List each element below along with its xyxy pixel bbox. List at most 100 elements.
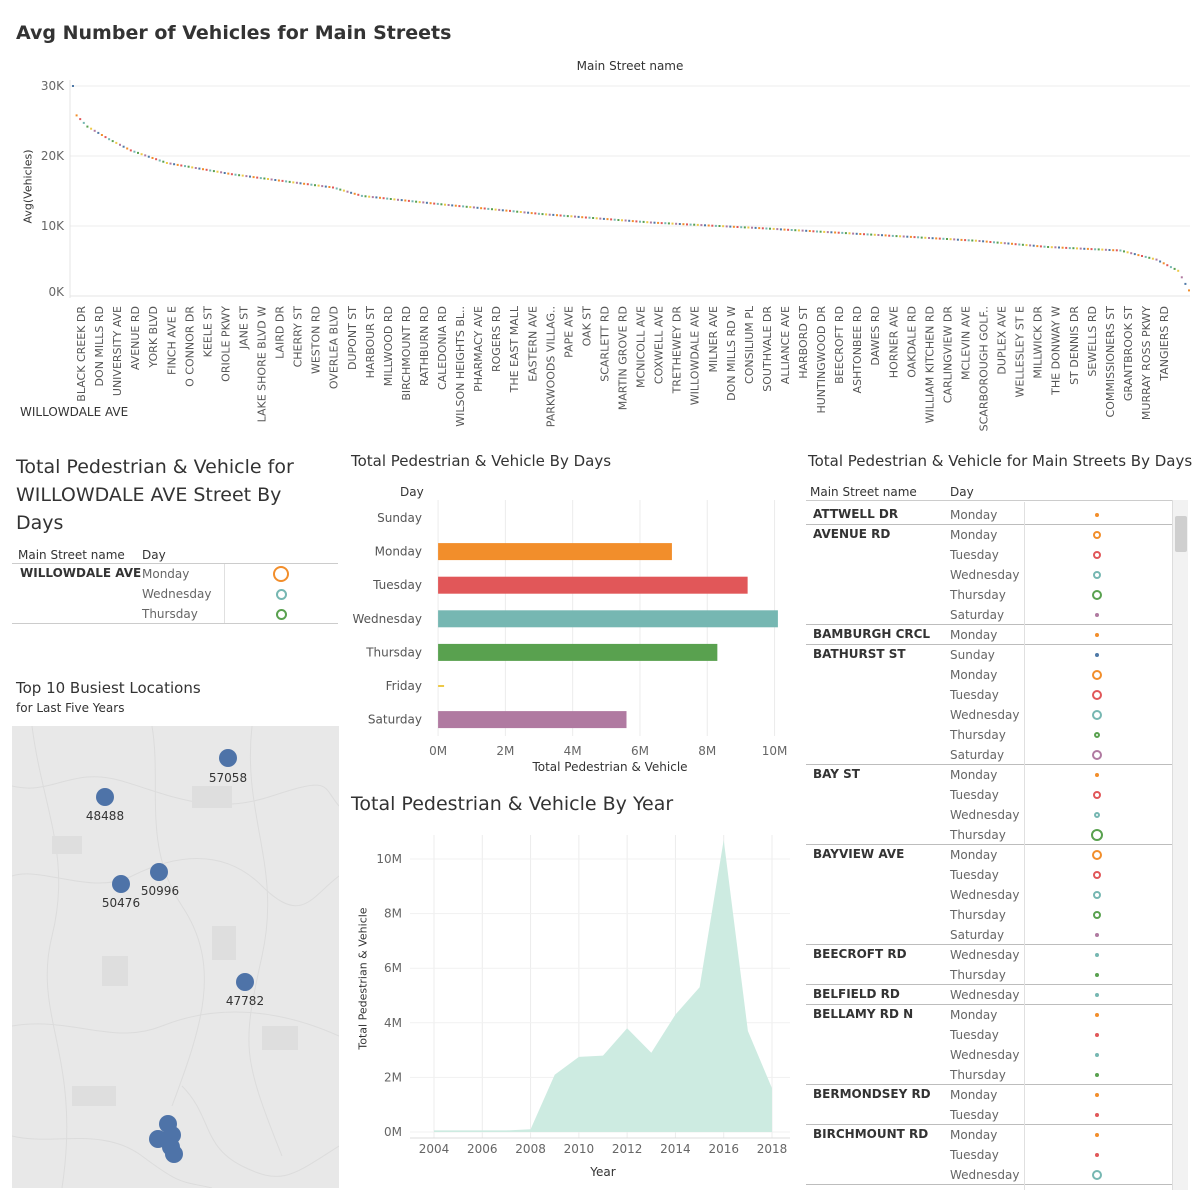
avg-vehicles-point[interactable] — [198, 167, 201, 170]
avg-vehicles-point[interactable] — [1079, 247, 1082, 250]
street-day-marker[interactable] — [1093, 871, 1101, 879]
avg-vehicles-point[interactable] — [859, 233, 862, 235]
avg-vehicles-point[interactable] — [1054, 246, 1057, 249]
avg-vehicles-point[interactable] — [1065, 246, 1068, 249]
days-chart-bars[interactable] — [438, 543, 778, 729]
avg-vehicles-point[interactable] — [1173, 267, 1176, 270]
avg-vehicles-point[interactable] — [72, 85, 74, 87]
streets-table-scrollbar[interactable] — [1172, 500, 1188, 1190]
map-points[interactable] — [96, 749, 254, 1163]
street-day-marker[interactable] — [1094, 812, 1100, 818]
avg-vehicles-point[interactable] — [180, 164, 183, 167]
avg-vehicles-point[interactable] — [974, 239, 977, 242]
street-day-marker[interactable] — [1095, 933, 1099, 937]
avg-vehicles-point[interactable] — [1108, 249, 1111, 251]
avg-vehicles-point[interactable] — [169, 162, 172, 165]
avg-vehicles-point[interactable] — [1169, 266, 1172, 269]
avg-vehicles-point[interactable] — [985, 240, 988, 243]
avg-vehicles-point[interactable] — [433, 202, 436, 205]
avg-vehicles-point[interactable] — [1083, 247, 1086, 250]
avg-vehicles-point[interactable] — [158, 159, 161, 162]
avg-vehicles-point[interactable] — [1018, 243, 1021, 246]
avg-vehicles-point[interactable] — [400, 199, 403, 202]
avg-vehicles-point[interactable] — [339, 188, 342, 191]
avg-vehicles-point[interactable] — [978, 240, 981, 242]
avg-vehicles-point[interactable] — [379, 196, 381, 199]
avg-vehicles-point[interactable] — [223, 172, 226, 174]
street-day-marker[interactable] — [1095, 513, 1099, 517]
avg-vehicles-point[interactable] — [97, 131, 100, 134]
avg-vehicles-point[interactable] — [342, 189, 345, 192]
avg-vehicles-point[interactable] — [259, 177, 262, 180]
street-day-marker[interactable] — [1095, 1073, 1099, 1077]
avg-vehicles-point[interactable] — [577, 215, 580, 218]
avg-vehicles-point[interactable] — [371, 196, 374, 199]
avg-vehicles-point[interactable] — [165, 162, 168, 164]
avg-vehicles-point[interactable] — [314, 184, 316, 187]
avg-vehicles-point[interactable] — [556, 214, 558, 217]
avg-vehicles-point[interactable] — [90, 127, 93, 130]
avg-vehicles-point[interactable] — [563, 214, 566, 217]
avg-vehicles-point[interactable] — [906, 235, 909, 238]
avg-vehicles-point[interactable] — [834, 231, 837, 234]
avg-vehicles-point[interactable] — [584, 216, 587, 219]
avg-vehicles-point[interactable] — [205, 168, 208, 171]
avg-vehicles-point[interactable] — [1166, 264, 1169, 267]
avg-vehicles-point[interactable] — [653, 221, 656, 224]
avg-vehicles-point[interactable] — [212, 170, 215, 173]
avg-vehicles-point[interactable] — [1068, 247, 1071, 250]
avg-vehicles-point[interactable] — [595, 217, 598, 220]
avg-vehicles-point[interactable] — [729, 225, 732, 228]
street-day-marker[interactable] — [1095, 653, 1099, 657]
avg-vehicles-point[interactable] — [209, 169, 212, 172]
street-day-marker[interactable] — [1093, 791, 1101, 799]
avg-vehicles-point[interactable] — [606, 218, 609, 221]
street-day-marker[interactable] — [1095, 1113, 1099, 1117]
avg-vehicles-point[interactable] — [548, 213, 551, 216]
avg-vehicles-point[interactable] — [1011, 242, 1013, 245]
avg-vehicles-point[interactable] — [386, 197, 389, 200]
avg-vehicles-point[interactable] — [884, 234, 887, 237]
avg-vehicles-point[interactable] — [364, 195, 367, 198]
avg-vehicles-point[interactable] — [649, 221, 652, 224]
street-day-marker[interactable] — [1093, 531, 1101, 539]
top-chart-points[interactable] — [72, 85, 1190, 292]
avg-vehicles-point[interactable] — [982, 240, 985, 243]
avg-vehicles-point[interactable] — [718, 225, 721, 227]
avg-vehicles-point[interactable] — [866, 233, 869, 236]
avg-vehicles-point[interactable] — [425, 201, 428, 204]
avg-vehicles-point[interactable] — [881, 234, 883, 237]
avg-vehicles-point[interactable] — [382, 197, 385, 200]
avg-vehicles-point[interactable] — [1007, 242, 1010, 245]
avg-vehicles-point[interactable] — [487, 207, 490, 210]
avg-vehicles-point[interactable] — [953, 238, 956, 241]
avg-vehicles-point[interactable] — [917, 236, 920, 239]
avg-vehicles-point[interactable] — [848, 232, 851, 235]
avg-vehicles-point[interactable] — [140, 153, 143, 156]
map-point[interactable] — [165, 1145, 183, 1163]
avg-vehicles-point[interactable] — [184, 165, 186, 168]
avg-vehicles-point[interactable] — [751, 226, 753, 229]
avg-vehicles-point[interactable] — [765, 227, 768, 230]
avg-vehicles-point[interactable] — [389, 198, 392, 200]
avg-vehicles-point[interactable] — [1003, 242, 1006, 245]
avg-vehicles-point[interactable] — [458, 205, 461, 208]
avg-vehicles-point[interactable] — [173, 163, 176, 166]
avg-vehicles-point[interactable] — [660, 222, 663, 225]
street-day-marker[interactable] — [1095, 1033, 1099, 1037]
avg-vehicles-point[interactable] — [263, 177, 266, 180]
avg-vehicles-point[interactable] — [902, 235, 905, 238]
avg-vehicles-point[interactable] — [826, 231, 829, 234]
avg-vehicles-point[interactable] — [295, 181, 298, 184]
avg-vehicles-point[interactable] — [602, 217, 605, 220]
avg-vehicles-point[interactable] — [509, 209, 511, 212]
avg-vehicles-point[interactable] — [863, 233, 865, 236]
avg-vehicles-point[interactable] — [823, 230, 826, 233]
avg-vehicles-point[interactable] — [332, 186, 334, 189]
avg-vehicles-point[interactable] — [895, 235, 898, 238]
avg-vehicles-point[interactable] — [830, 231, 833, 234]
avg-vehicles-point[interactable] — [1076, 247, 1078, 250]
avg-vehicles-point[interactable] — [844, 232, 847, 235]
avg-vehicles-point[interactable] — [704, 224, 706, 227]
avg-vehicles-point[interactable] — [610, 218, 613, 221]
